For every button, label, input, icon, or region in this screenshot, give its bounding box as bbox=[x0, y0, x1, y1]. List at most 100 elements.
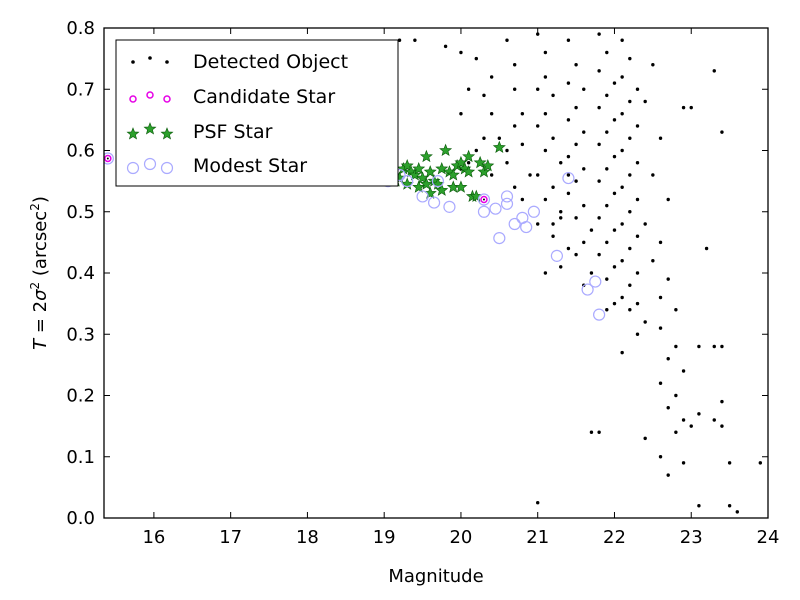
point-detected-object bbox=[612, 191, 617, 196]
point-detected-object bbox=[505, 161, 509, 165]
point-detected-object bbox=[505, 148, 509, 153]
point-detected-object bbox=[635, 301, 640, 306]
point-detected-object bbox=[666, 197, 670, 202]
y-tick-label: 0.2 bbox=[66, 386, 95, 407]
point-modest-star bbox=[493, 231, 506, 245]
point-detected-object bbox=[543, 271, 548, 275]
point-detected-object bbox=[635, 234, 640, 238]
point-detected-object bbox=[520, 142, 525, 147]
point-detected-object bbox=[597, 252, 601, 257]
point-detected-object bbox=[589, 430, 594, 434]
point-modest-star bbox=[477, 205, 491, 218]
point-modest-star bbox=[416, 190, 429, 203]
x-tick-label: 20 bbox=[449, 527, 472, 548]
point-psf-star bbox=[481, 158, 495, 172]
point-detected-object bbox=[512, 87, 517, 91]
point-detected-object bbox=[720, 344, 724, 349]
point-detected-object bbox=[697, 504, 701, 508]
legend-item-modest: Modest Star bbox=[126, 155, 307, 177]
legend-label-detected: Detected Object bbox=[193, 51, 348, 73]
point-detected-object bbox=[712, 418, 716, 422]
point-detected-object bbox=[681, 105, 686, 110]
point-detected-object bbox=[543, 50, 548, 55]
legend-label-psf: PSF Star bbox=[193, 121, 273, 143]
point-detected-object bbox=[605, 50, 609, 55]
point-detected-object bbox=[543, 148, 548, 153]
point-psf-star bbox=[408, 168, 422, 181]
legend-marker-modest bbox=[143, 157, 157, 171]
point-detected-object bbox=[681, 461, 686, 465]
point-detected-object bbox=[551, 234, 555, 238]
point-detected-object bbox=[628, 246, 632, 251]
point-modest-star bbox=[520, 220, 533, 234]
y-axis-label: T = 2σ2 (arcsec2) bbox=[28, 196, 51, 350]
y-label-close: ) bbox=[30, 196, 51, 203]
y-label-sq: 2 bbox=[28, 282, 42, 290]
point-detected-object bbox=[512, 185, 517, 189]
point-detected-object bbox=[620, 75, 624, 79]
point-detected-object bbox=[551, 93, 555, 98]
point-detected-object bbox=[536, 173, 540, 177]
axis-ticks: 16 17 18 19 20 21 22 23 24 0.0 0.1 0.2 0.3 0.4 0.5 0.6 0… bbox=[66, 18, 779, 548]
point-detected-object bbox=[735, 510, 739, 514]
point-detected-object bbox=[528, 173, 532, 177]
legend-item-candidate: Candidate Star bbox=[129, 86, 335, 108]
point-detected-object bbox=[658, 455, 663, 459]
point-detected-object bbox=[574, 142, 578, 147]
point-detected-object bbox=[566, 38, 571, 42]
y-tick-label: 0.6 bbox=[66, 141, 95, 162]
point-modest-star bbox=[589, 275, 602, 288]
legend-marker-psf bbox=[126, 127, 140, 140]
y-tick-label: 0.3 bbox=[66, 324, 95, 345]
point-detected-object bbox=[620, 148, 624, 153]
point-modest-star bbox=[527, 205, 540, 218]
point-detected-object bbox=[605, 240, 609, 245]
point-detected-object bbox=[674, 430, 678, 434]
point-detected-object bbox=[536, 124, 540, 128]
legend-label-modest: Modest Star bbox=[193, 155, 307, 177]
x-tick-label: 22 bbox=[603, 527, 626, 548]
point-detected-object bbox=[597, 69, 601, 73]
point-detected-object bbox=[582, 167, 586, 171]
point-detected-object bbox=[628, 210, 632, 214]
point-modest-star bbox=[431, 175, 445, 188]
point-detected-object bbox=[582, 240, 586, 245]
point-modest-star bbox=[443, 200, 456, 213]
point-modest-star bbox=[489, 202, 502, 215]
legend-marker-detected bbox=[131, 60, 135, 64]
point-detected-object bbox=[643, 222, 647, 226]
point-detected-object bbox=[589, 271, 594, 275]
point-detected-object bbox=[643, 99, 647, 104]
point-psf-star bbox=[419, 177, 433, 190]
point-detected-object bbox=[612, 301, 617, 306]
point-psf-star bbox=[462, 149, 476, 163]
point-detected-object bbox=[628, 173, 632, 177]
point-detected-object bbox=[697, 412, 701, 416]
point-detected-object bbox=[489, 112, 494, 116]
point-detected-object bbox=[628, 136, 632, 140]
point-detected-object bbox=[635, 271, 640, 275]
point-detected-object bbox=[597, 430, 601, 434]
point-detected-object bbox=[620, 222, 624, 226]
point-detected-object bbox=[605, 130, 609, 134]
point-modest-star bbox=[593, 308, 606, 321]
y-label-eq: = 2 bbox=[30, 301, 51, 339]
point-detected-object bbox=[582, 87, 586, 91]
y-tick-label: 0.7 bbox=[66, 79, 95, 100]
point-detected-object bbox=[559, 161, 563, 165]
point-detected-object bbox=[574, 63, 578, 67]
point-detected-object bbox=[597, 142, 601, 147]
legend-marker-detected bbox=[165, 60, 169, 64]
point-modest-star bbox=[427, 196, 441, 209]
plot-frame bbox=[103, 27, 769, 519]
point-detected-object bbox=[489, 173, 494, 177]
point-detected-object bbox=[574, 252, 578, 257]
point-detected-object bbox=[605, 167, 609, 171]
point-detected-object bbox=[466, 87, 471, 91]
point-detected-object bbox=[620, 350, 624, 355]
legend-marker-psf bbox=[160, 127, 174, 140]
legend-label-candidate: Candidate Star bbox=[193, 86, 335, 108]
point-detected-object bbox=[635, 197, 640, 202]
point-detected-object bbox=[574, 105, 578, 110]
